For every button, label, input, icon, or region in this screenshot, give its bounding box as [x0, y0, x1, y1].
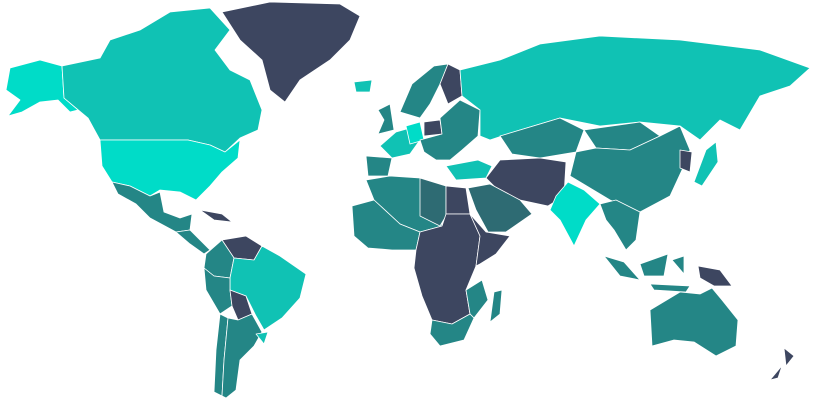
region-new-zealand[interactable]	[769, 347, 795, 381]
region-libya[interactable]	[419, 177, 447, 227]
region-uruguay[interactable]	[255, 331, 269, 345]
region-mozambique[interactable]	[465, 279, 489, 319]
region-arabia[interactable]	[467, 183, 533, 233]
region-central-america[interactable]	[175, 229, 211, 255]
region-iceland[interactable]	[353, 79, 373, 93]
region-argentina[interactable]	[221, 313, 263, 399]
region-uk[interactable]	[377, 103, 395, 135]
region-india[interactable]	[549, 181, 601, 247]
region-canada[interactable]	[61, 7, 263, 153]
region-poland[interactable]	[423, 119, 443, 137]
region-russia[interactable]	[459, 35, 811, 141]
region-eastern-europe[interactable]	[419, 99, 481, 161]
region-indonesia[interactable]	[603, 253, 691, 293]
region-sub-saharan-africa[interactable]	[413, 213, 481, 325]
region-caribbean[interactable]	[199, 209, 233, 223]
region-south-africa[interactable]	[429, 313, 475, 347]
region-iberia[interactable]	[365, 155, 393, 177]
region-southeast-asia[interactable]	[599, 199, 641, 251]
region-greenland[interactable]	[221, 1, 361, 103]
region-png[interactable]	[697, 265, 733, 287]
region-japan[interactable]	[693, 141, 719, 187]
region-australia[interactable]	[649, 287, 739, 357]
region-madagascar[interactable]	[489, 289, 503, 323]
region-turkey[interactable]	[445, 159, 493, 181]
region-egypt[interactable]	[445, 185, 471, 215]
region-kazakhstan[interactable]	[499, 117, 585, 159]
region-scandinavia[interactable]	[399, 63, 449, 119]
region-korea[interactable]	[679, 149, 693, 173]
region-mexico[interactable]	[111, 181, 193, 233]
region-china[interactable]	[569, 125, 691, 213]
region-east-africa[interactable]	[469, 213, 511, 267]
